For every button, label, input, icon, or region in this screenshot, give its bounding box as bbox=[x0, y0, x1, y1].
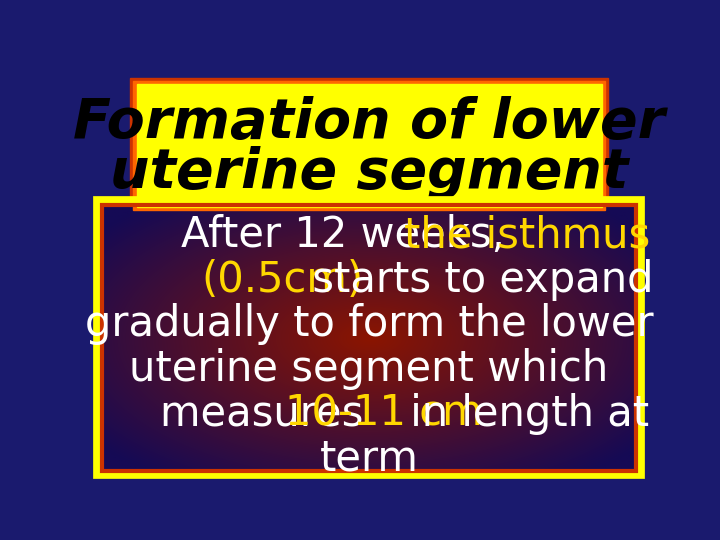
Text: uterine segment: uterine segment bbox=[110, 146, 628, 200]
Text: 10-11 cm: 10-11 cm bbox=[285, 393, 483, 435]
Bar bbox=[133, 81, 605, 211]
Bar bbox=[102, 205, 636, 470]
Text: After 12 weeks,: After 12 weeks, bbox=[181, 214, 518, 256]
Bar bbox=[137, 84, 601, 207]
Text: uterine segment which: uterine segment which bbox=[130, 348, 608, 390]
Text: the isthmus: the isthmus bbox=[404, 214, 650, 256]
Text: Formation of lower: Formation of lower bbox=[73, 97, 665, 151]
Text: gradually to form the lower: gradually to form the lower bbox=[85, 303, 653, 346]
Text: term: term bbox=[320, 437, 418, 480]
Text: (0.5cm): (0.5cm) bbox=[202, 259, 364, 301]
Bar bbox=[130, 78, 608, 213]
Text: starts to expand: starts to expand bbox=[300, 259, 654, 301]
Text: measures: measures bbox=[160, 393, 377, 435]
Text: in length at: in length at bbox=[397, 393, 649, 435]
Bar bbox=[98, 201, 640, 475]
